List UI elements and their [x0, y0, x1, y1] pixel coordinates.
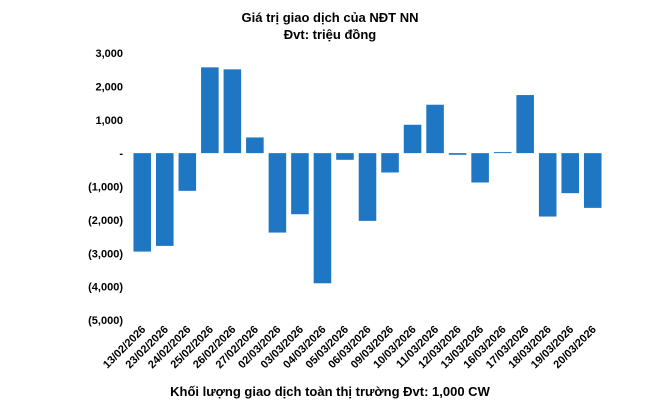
bar-20/03/2026 [583, 153, 602, 208]
bar-02/03/2026 [268, 153, 287, 233]
bar-25/02/2026 [201, 67, 219, 154]
y-tick-label: - [119, 148, 123, 160]
y-tick-label: 3,000 [95, 48, 123, 60]
bar-26/02/2026 [223, 69, 242, 154]
y-tick-label: 2,000 [95, 81, 123, 93]
bar-23/02/2026 [156, 153, 174, 246]
y-tick-label: (4,000) [88, 282, 123, 294]
bar-05/03/2026 [336, 153, 354, 160]
chart-subtitle: Đvt: triệu đồng [283, 27, 377, 42]
bar-24/02/2026 [178, 153, 197, 191]
bar-18/03/2026 [538, 153, 557, 217]
y-tick-label: (3,000) [88, 248, 123, 260]
bar-10/03/2026 [403, 124, 422, 154]
bar-27/02/2026 [246, 137, 264, 154]
bar-12/03/2026 [448, 153, 467, 155]
bar-06/03/2026 [358, 153, 377, 221]
bar-09/03/2026 [381, 153, 399, 173]
bar-11/03/2026 [426, 104, 444, 154]
chart-title: Giá trị giao dịch của NĐT NN [241, 10, 419, 25]
x-axis-caption: Khối lượng giao dịch toàn thị trường Đvt… [170, 384, 490, 399]
bar-16/03/2026 [493, 152, 512, 154]
bar-19/03/2026 [561, 153, 579, 194]
y-tick-label: 1,000 [95, 115, 123, 127]
bar-13/02/2026 [133, 153, 152, 252]
bar-13/03/2026 [471, 153, 489, 183]
y-tick-label: (2,000) [88, 215, 123, 227]
y-tick-label: (1,000) [88, 182, 123, 194]
bar-17/03/2026 [516, 95, 534, 154]
bar-04/03/2026 [313, 153, 332, 284]
bar-03/03/2026 [291, 153, 309, 215]
y-tick-label: (5,000) [88, 315, 123, 327]
